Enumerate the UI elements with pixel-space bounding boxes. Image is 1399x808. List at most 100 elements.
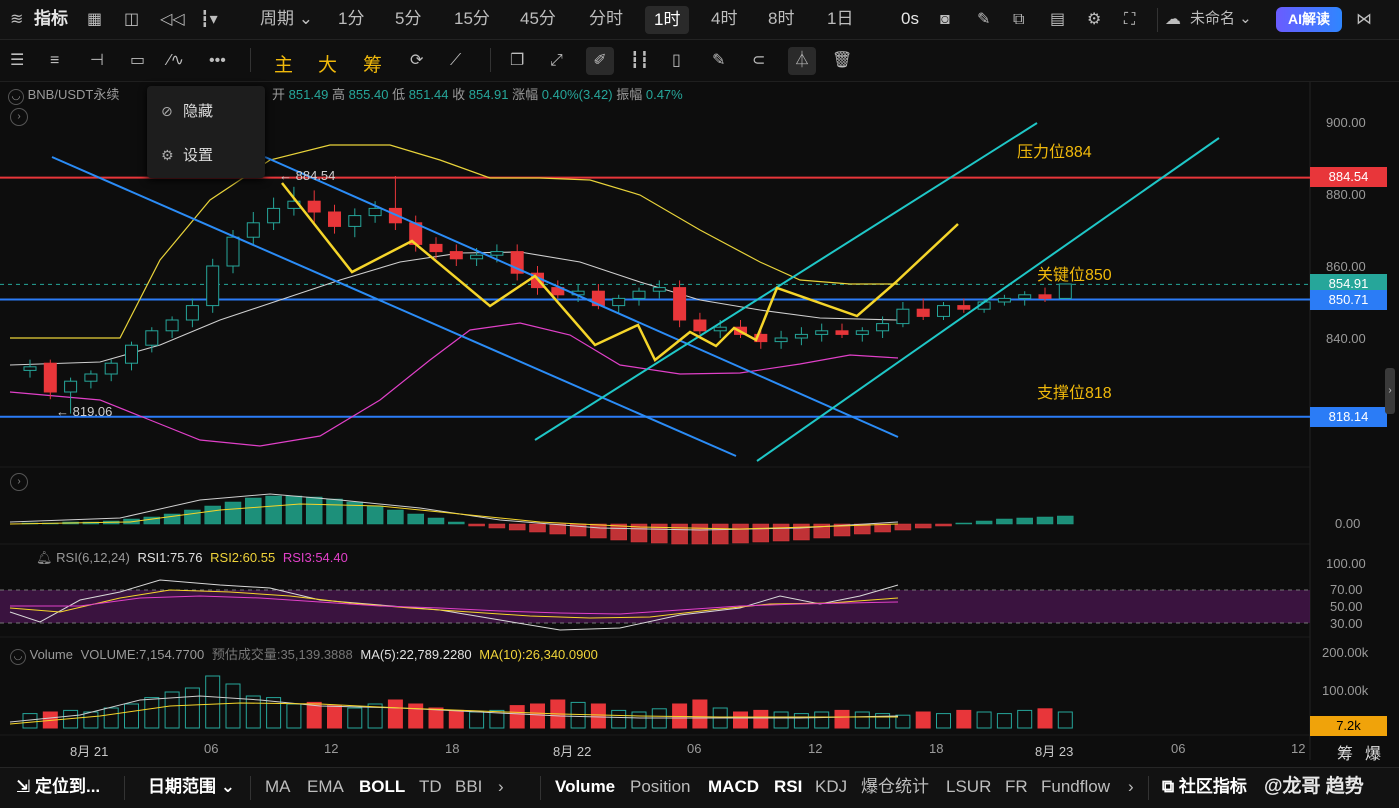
volume-bar (814, 711, 830, 729)
volume-bar (347, 707, 363, 729)
main-indicator-bbi[interactable]: BBI (455, 777, 483, 796)
macd-bar (996, 518, 1013, 525)
layout-icon[interactable]: ◫ (124, 11, 140, 28)
candle-body (368, 207, 382, 217)
bars-icon[interactable]: ┇┇ (630, 52, 650, 69)
replay-icon[interactable]: ◁◁ (160, 11, 185, 28)
menu-hide[interactable]: ⊘ 隐藏 (161, 98, 213, 124)
liquidation-corner-button[interactable]: 爆 (1365, 746, 1382, 763)
interval-1d[interactable]: 1日 (827, 9, 854, 28)
fullscreen-icon[interactable]: ⛶ (1124, 11, 1136, 28)
sub-indicator-macd[interactable]: MACD (708, 777, 759, 796)
main-indicator-boll[interactable]: BOLL (359, 777, 406, 796)
layout-name-dropdown[interactable]: 未命名 ⌄ (1190, 10, 1252, 27)
sub-more-icon[interactable]: › (1128, 777, 1134, 796)
community-indicators-button[interactable]: ⧉ 社区指标 (1162, 768, 1247, 808)
countdown: 0s (901, 9, 919, 28)
bell-icon[interactable]: 🔔︎ (36, 550, 53, 565)
interval-8h[interactable]: 8时 (768, 9, 795, 28)
camera-icon[interactable]: ◙ (940, 11, 950, 28)
macd-bar (732, 523, 749, 544)
external-link-icon: ⧉ (1162, 777, 1175, 796)
cloud-icon[interactable]: ☁ (1165, 11, 1181, 28)
sub-indicator-lsur[interactable]: LSUR (946, 777, 992, 796)
chips-corner-button[interactable]: 筹 (1337, 746, 1354, 763)
trend-icon[interactable]: ⁄∿ (168, 52, 185, 69)
hline-icon[interactable]: ⊣ (90, 52, 104, 69)
interval-timeshare[interactable]: 分时 (589, 9, 623, 28)
indicator-button[interactable]: 指标 (34, 9, 68, 28)
rsi2-value: RSI2:60.55 (210, 550, 276, 565)
calendar-icon[interactable]: ▦ (87, 11, 103, 28)
main-indicator-ema[interactable]: EMA (307, 777, 344, 796)
volume-bar (854, 711, 870, 729)
candle-type-icon[interactable]: ┇▾ (200, 11, 218, 28)
eye-icon[interactable]: ◡ (8, 89, 24, 105)
macd-bar (508, 523, 526, 531)
preset-icon[interactable]: ▤ (1050, 11, 1066, 28)
ruler-icon[interactable]: ⟋ (450, 52, 462, 69)
interval-45m[interactable]: 45分 (520, 9, 556, 28)
big-tab[interactable]: 大 (318, 55, 338, 76)
indicator-icon[interactable]: ≋ (10, 11, 24, 28)
window-icon[interactable]: ⧉ (1013, 11, 1025, 28)
main-indicator-ma[interactable]: MA (265, 777, 291, 796)
rsi-tick: 30.00 (1330, 616, 1363, 631)
date-range-dropdown[interactable]: 日期范围 ⌄ (148, 777, 235, 796)
share-icon[interactable]: ⋈ (1356, 11, 1372, 28)
pen-icon[interactable]: ✎ (977, 11, 991, 28)
brush-icon[interactable]: ✐ (586, 47, 614, 75)
measure-icon[interactable]: ⤢ (550, 52, 563, 69)
sub-indicator-rsi[interactable]: RSI (774, 777, 803, 796)
candle-body (206, 265, 220, 307)
interval-4h[interactable]: 4时 (711, 9, 738, 28)
sub-indicator-fundflow[interactable]: Fundflow (1041, 777, 1110, 796)
locate-button[interactable]: ⇲ 定位到... (16, 768, 100, 808)
rect-icon[interactable]: ▭ (130, 52, 146, 69)
main-indicator-td[interactable]: TD (419, 777, 442, 796)
amp-value: 0.47% (645, 87, 683, 102)
macd-bar (935, 523, 952, 527)
macd-bar (955, 522, 973, 525)
sub-indicator-fr[interactable]: FR (1005, 777, 1028, 796)
main-more-icon[interactable]: › (498, 777, 504, 796)
macd-bar (488, 523, 506, 529)
sub-indicator-kdj[interactable]: KDJ (815, 777, 848, 796)
interval-15m[interactable]: 15分 (454, 9, 490, 28)
volume-bar (570, 701, 586, 729)
phone-icon[interactable]: ▯ (672, 52, 681, 69)
more-icon[interactable]: ••• (209, 52, 226, 69)
settings-icon[interactable]: ⚙ (1087, 11, 1102, 28)
volume-bar (286, 703, 302, 729)
close-value: 854.91 (468, 87, 509, 102)
note-icon[interactable]: ✎ (712, 52, 726, 69)
candle-body (348, 215, 362, 227)
chips-tab[interactable]: 筹 (363, 55, 383, 76)
sub-indicator-position[interactable]: Position (630, 777, 691, 796)
macd-collapse-icon[interactable]: › (10, 473, 28, 491)
interval-5m[interactable]: 5分 (395, 9, 422, 28)
magnet-icon[interactable]: ⊂ (752, 52, 766, 69)
interval-1m[interactable]: 1分 (338, 9, 365, 28)
menu-icon[interactable]: ☰ (10, 52, 25, 69)
volume-eye-icon[interactable]: ◡ (10, 649, 26, 665)
candle-body (896, 308, 910, 325)
menu-settings[interactable]: ⚙ 设置 (161, 142, 213, 168)
ai-analysis-button[interactable]: AI解读 (1276, 7, 1342, 32)
sub-indicator-volume[interactable]: Volume (555, 777, 616, 796)
trash-icon[interactable]: 🗑 (832, 52, 853, 69)
drawing-toolbar: ☰ ≡ ⊣ ▭ ⁄∿ ••• 主 大 筹 ⟳ ⟋ ❐ ⤢ ✐ ┇┇ ▯ ✎ ⊂ … (0, 40, 1399, 82)
interval-1h[interactable]: 1时 (645, 6, 690, 34)
sub-indicator-liquidation[interactable]: 爆仓统计 (861, 777, 929, 796)
copy-icon[interactable]: ❐ (510, 52, 525, 69)
time-tick: 18 (445, 741, 460, 756)
hlines-icon[interactable]: ≡ (50, 52, 60, 69)
period-dropdown[interactable]: 周期 ⌄ (260, 9, 313, 28)
sync-icon[interactable]: ⟳ (410, 52, 424, 69)
right-scroll-handle[interactable]: › (1385, 368, 1395, 414)
high-value: 855.40 (348, 87, 389, 102)
wave-path (281, 182, 959, 362)
filter-icon[interactable]: ⏃ (788, 47, 816, 75)
main-chart-tab[interactable]: 主 (274, 55, 294, 76)
collapse-icon[interactable]: › (10, 108, 28, 126)
